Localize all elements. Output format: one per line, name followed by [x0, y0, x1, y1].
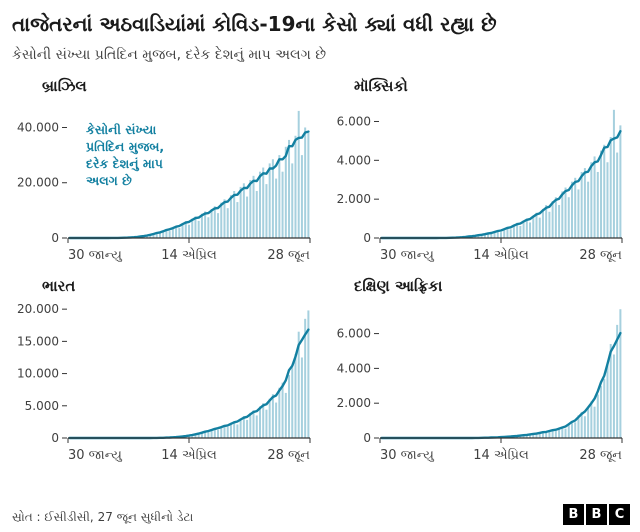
chart-mexico: મૉક્સિકો 0 2.000 4.000 6.000 30 જાન્યુ 14 એપ્… — [324, 72, 628, 268]
svg-text:0: 0 — [363, 231, 371, 245]
bbc-logo-block-c: C — [609, 504, 630, 525]
svg-text:6.000: 6.000 — [337, 327, 371, 341]
svg-text:20.000: 20.000 — [17, 302, 59, 316]
chart-brazil: બ્રાઝિલ 0 20.000 40.000 30 જાન્યુ 14 એપ્રિલ 2… — [12, 72, 316, 268]
chart-annotation: કેસોની સંખ્યા પ્રતિદિન મુજબ, દરેક દેશનું… — [86, 122, 165, 188]
svg-text:28 જૂન: 28 જૂન — [267, 248, 310, 263]
chart-mexico-title: મૉક્સિકો — [354, 77, 408, 96]
bbc-logo: B B C — [563, 504, 630, 525]
svg-text:30 જાન્યુ: 30 જાન્યુ — [68, 248, 123, 263]
svg-text:10.000: 10.000 — [17, 367, 59, 381]
bbc-logo-block-b1: B — [563, 504, 584, 525]
svg-text:30 જાન્યુ: 30 જાન્યુ — [380, 448, 435, 463]
svg-text:28 જૂન: 28 જૂન — [267, 448, 310, 463]
footer: સ્રોત : ઈસીડીસી, 27 જૂન સુધીનો ડેટા B B … — [12, 504, 630, 525]
chart-india-title: ભારત — [42, 277, 76, 296]
svg-text:15.000: 15.000 — [17, 335, 59, 349]
chart-india-canvas: 0 5.000 10.000 15.000 20.000 30 જાન્યુ 14 એપ્ર… — [17, 302, 311, 463]
svg-text:4.000: 4.000 — [337, 362, 371, 376]
svg-text:2.000: 2.000 — [337, 192, 371, 206]
svg-text:0: 0 — [51, 431, 59, 445]
chart-brazil-canvas: 0 20.000 40.000 30 જાન્યુ 14 એપ્રિલ 28 જૂન — [17, 111, 311, 263]
svg-text:2.000: 2.000 — [337, 396, 371, 410]
svg-text:0: 0 — [363, 431, 371, 445]
svg-text:5.000: 5.000 — [25, 399, 59, 413]
svg-text:14 એપ્રિલ: 14 એપ્રિલ — [161, 247, 217, 263]
chart-brazil-title: બ્રાઝિલ — [42, 77, 87, 96]
page-title: તાજેતરનાં અઠવાડિયાંમાં કોવિડ-19ના કેસો ક… — [12, 12, 497, 36]
source-text: સ્રોત : ઈસીડીસી, 27 જૂન સુધીનો ડેટા — [12, 510, 194, 524]
chart-south-africa-canvas: 0 2.000 4.000 6.000 30 જાન્યુ 14 એપ્રિલ 28 જૂન — [337, 309, 623, 463]
svg-text:28 જૂન: 28 જૂન — [579, 248, 622, 263]
svg-text:4.000: 4.000 — [337, 154, 371, 168]
svg-text:30 જાન્યુ: 30 જાન્યુ — [380, 248, 435, 263]
page-subtitle: કેસોની સંખ્યા પ્રતિદિન મુજબ, દરેક દેશનું… — [12, 47, 327, 63]
svg-text:28 જૂન: 28 જૂન — [579, 448, 622, 463]
chart-south-africa: દક્ષિણ આફ્રિકા 0 2.000 4.000 6.000 30 જાન્યુ… — [324, 272, 628, 468]
svg-text:14 એપ્રિલ: 14 એપ્રિલ — [473, 447, 529, 463]
svg-text:6.000: 6.000 — [337, 115, 371, 129]
svg-text:0: 0 — [51, 231, 59, 245]
chart-south-africa-title: દક્ષિણ આફ્રિકા — [354, 277, 443, 296]
bbc-logo-block-b2: B — [586, 504, 607, 525]
svg-text:20.000: 20.000 — [17, 176, 59, 190]
chart-india: ભારત 0 5.000 10.000 15.000 20.000 30 જાન્યુ 14… — [12, 272, 316, 468]
charts-grid: બ્રાઝિલ 0 20.000 40.000 30 જાન્યુ 14 એપ્રિલ 2… — [12, 72, 628, 468]
svg-text:30 જાન્યુ: 30 જાન્યુ — [68, 448, 123, 463]
chart-mexico-canvas: 0 2.000 4.000 6.000 30 જાન્યુ 14 એપ્રિલ 28 જૂન — [337, 110, 623, 263]
svg-text:40.000: 40.000 — [17, 121, 59, 135]
svg-text:14 એપ્રિલ: 14 એપ્રિલ — [161, 447, 217, 463]
svg-text:14 એપ્રિલ: 14 એપ્રિલ — [473, 247, 529, 263]
